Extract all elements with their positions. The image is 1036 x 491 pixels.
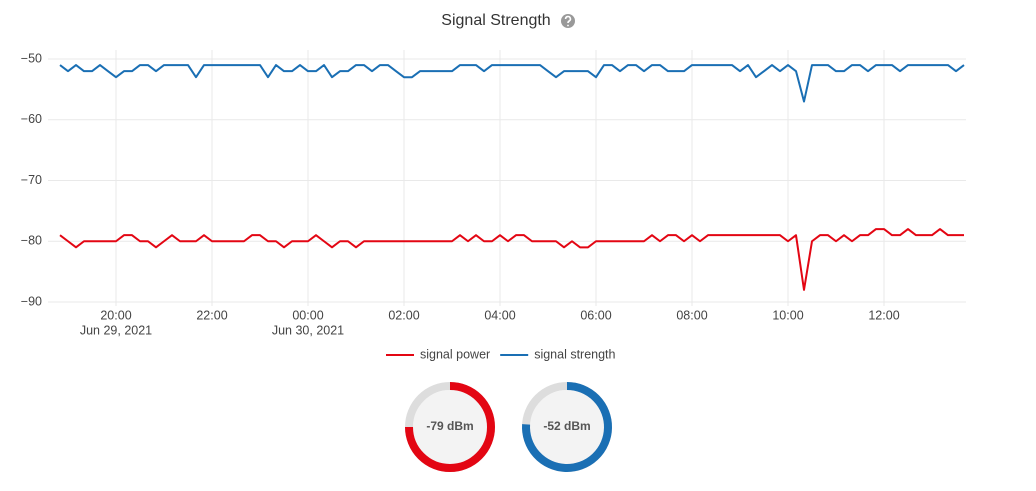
gauge-arc — [522, 382, 612, 472]
x-tick-label: 02:00 — [388, 308, 419, 322]
x-tick-label: 06:00 — [580, 308, 611, 322]
y-tick-label: −80 — [21, 234, 42, 248]
series-line — [59, 228, 964, 291]
x-tick-label: 22:00 — [196, 308, 227, 322]
y-tick-label: −90 — [21, 294, 42, 308]
x-tick-label: 04:00 — [484, 308, 515, 322]
x-tick-date-label: Jun 29, 2021 — [80, 323, 152, 337]
gauge-arc — [405, 382, 495, 472]
x-tick-label: 20:00 — [100, 308, 131, 322]
gauge-face — [530, 390, 604, 464]
x-tick-label: 12:00 — [868, 308, 899, 322]
legend-label: signal strength — [534, 347, 615, 361]
help-glyph[interactable] — [564, 15, 572, 24]
x-tick-label: 08:00 — [676, 308, 707, 322]
y-tick-label: −70 — [21, 173, 42, 187]
chart-title: Signal Strength — [441, 12, 550, 29]
help-icon[interactable] — [561, 14, 575, 28]
gauge-value: -52 dBm — [543, 419, 590, 433]
legend-label: signal power — [420, 347, 490, 361]
y-tick-label: −60 — [21, 112, 42, 126]
x-tick-label: 00:00 — [292, 308, 323, 322]
x-tick-date-label: Jun 30, 2021 — [272, 323, 344, 337]
y-tick-label: −50 — [21, 51, 42, 65]
help-dot[interactable] — [567, 24, 569, 27]
series-line — [59, 64, 965, 103]
gauge-value: -79 dBm — [426, 419, 473, 433]
gauge-face — [413, 390, 487, 464]
x-tick-label: 10:00 — [772, 308, 803, 322]
